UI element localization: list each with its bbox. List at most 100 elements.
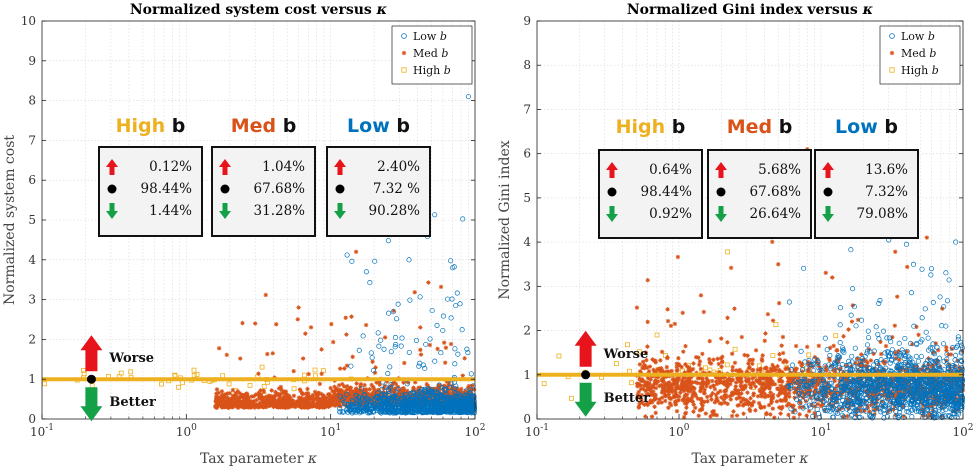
data-point-med xyxy=(699,293,703,297)
data-point-med xyxy=(359,388,363,392)
data-point-low xyxy=(435,323,439,327)
data-point-med xyxy=(754,348,758,352)
data-point-med xyxy=(331,340,335,344)
data-point-med xyxy=(786,379,790,383)
data-point-med xyxy=(770,382,774,386)
y-tick-label: 9 xyxy=(28,54,36,68)
data-point-med xyxy=(731,409,735,413)
y-tick-label: 7 xyxy=(28,133,36,147)
data-point-high xyxy=(192,368,196,372)
data-point-med xyxy=(276,405,280,409)
data-point-med xyxy=(418,348,422,352)
stat-unchanged: 7.32 % xyxy=(373,181,420,197)
data-point-med xyxy=(249,405,253,409)
data-point-low xyxy=(926,336,930,340)
y-tick-label: 3 xyxy=(28,293,36,307)
data-point-med xyxy=(754,378,758,382)
data-point-med xyxy=(699,385,703,389)
data-point-med xyxy=(684,402,688,406)
data-point-med xyxy=(364,323,368,327)
data-point-med xyxy=(732,306,736,310)
data-point-high xyxy=(262,384,266,388)
dot-icon xyxy=(221,185,230,194)
data-point-med xyxy=(687,381,691,385)
data-point-med xyxy=(884,344,888,348)
data-point-med xyxy=(344,332,348,336)
data-point-med xyxy=(292,369,296,373)
data-point-med xyxy=(402,386,406,390)
data-point-med xyxy=(305,401,309,405)
data-point-med xyxy=(846,327,850,331)
data-point-low xyxy=(825,347,829,351)
data-point-med xyxy=(731,378,735,382)
data-point-med xyxy=(303,331,307,335)
data-point-med xyxy=(653,393,657,397)
data-point-med xyxy=(778,357,782,361)
data-point-med xyxy=(319,347,323,351)
data-point-med xyxy=(797,412,801,416)
data-point-med xyxy=(698,389,702,393)
data-point-med xyxy=(643,414,647,418)
data-point-med xyxy=(895,295,899,299)
data-point-med xyxy=(648,364,652,368)
data-point-med xyxy=(753,384,757,388)
data-point-low xyxy=(940,324,944,328)
data-point-low xyxy=(439,351,443,355)
data-point-high xyxy=(292,387,296,391)
data-point-low xyxy=(388,365,392,369)
data-point-med xyxy=(238,403,242,407)
data-point-med xyxy=(693,380,697,384)
data-point-med xyxy=(419,352,423,356)
data-point-med xyxy=(769,367,773,371)
data-point-med xyxy=(709,361,713,365)
data-point-med xyxy=(779,343,783,347)
data-point-low xyxy=(361,334,365,338)
data-point-low xyxy=(910,414,914,418)
data-point-med xyxy=(681,398,685,402)
data-point-med xyxy=(646,278,650,282)
data-point-high xyxy=(629,381,633,385)
data-point-med xyxy=(763,339,767,343)
data-point-med xyxy=(757,381,761,385)
data-point-med xyxy=(684,405,688,409)
data-point-med xyxy=(736,403,740,407)
data-point-med xyxy=(720,360,724,364)
reference-dot xyxy=(87,375,96,384)
data-point-med xyxy=(705,399,709,403)
data-point-med xyxy=(240,321,244,325)
data-point-med xyxy=(215,405,219,409)
data-point-med xyxy=(677,363,681,367)
data-point-med xyxy=(741,412,745,416)
data-point-med xyxy=(301,356,305,360)
data-point-med xyxy=(215,395,219,399)
chart-title: Normalized system cost versus κ xyxy=(130,2,388,18)
data-point-low xyxy=(428,337,432,341)
data-point-med xyxy=(253,405,257,409)
data-point-med xyxy=(277,393,281,397)
data-point-low xyxy=(458,302,462,306)
data-point-med xyxy=(681,349,685,353)
data-point-low xyxy=(914,354,918,358)
data-point-med xyxy=(673,388,677,392)
data-point-med xyxy=(713,400,717,404)
stat-increase: 0.12% xyxy=(149,159,192,175)
x-axis-label: Tax parameter κ xyxy=(200,451,317,467)
data-point-med xyxy=(771,318,775,322)
data-point-med xyxy=(747,358,751,362)
y-tick-label: 8 xyxy=(28,94,36,108)
data-point-low xyxy=(371,368,375,372)
data-point-med xyxy=(260,395,264,399)
data-point-med xyxy=(718,389,722,393)
data-point-med xyxy=(296,317,300,321)
data-point-med xyxy=(760,405,764,409)
data-point-med xyxy=(443,361,447,365)
data-point-low xyxy=(897,341,901,345)
data-point-med xyxy=(735,413,739,417)
data-point-med xyxy=(850,319,854,323)
data-point-med xyxy=(711,358,715,362)
data-point-med xyxy=(697,363,701,367)
data-point-low xyxy=(920,316,924,320)
data-point-med xyxy=(745,353,749,357)
